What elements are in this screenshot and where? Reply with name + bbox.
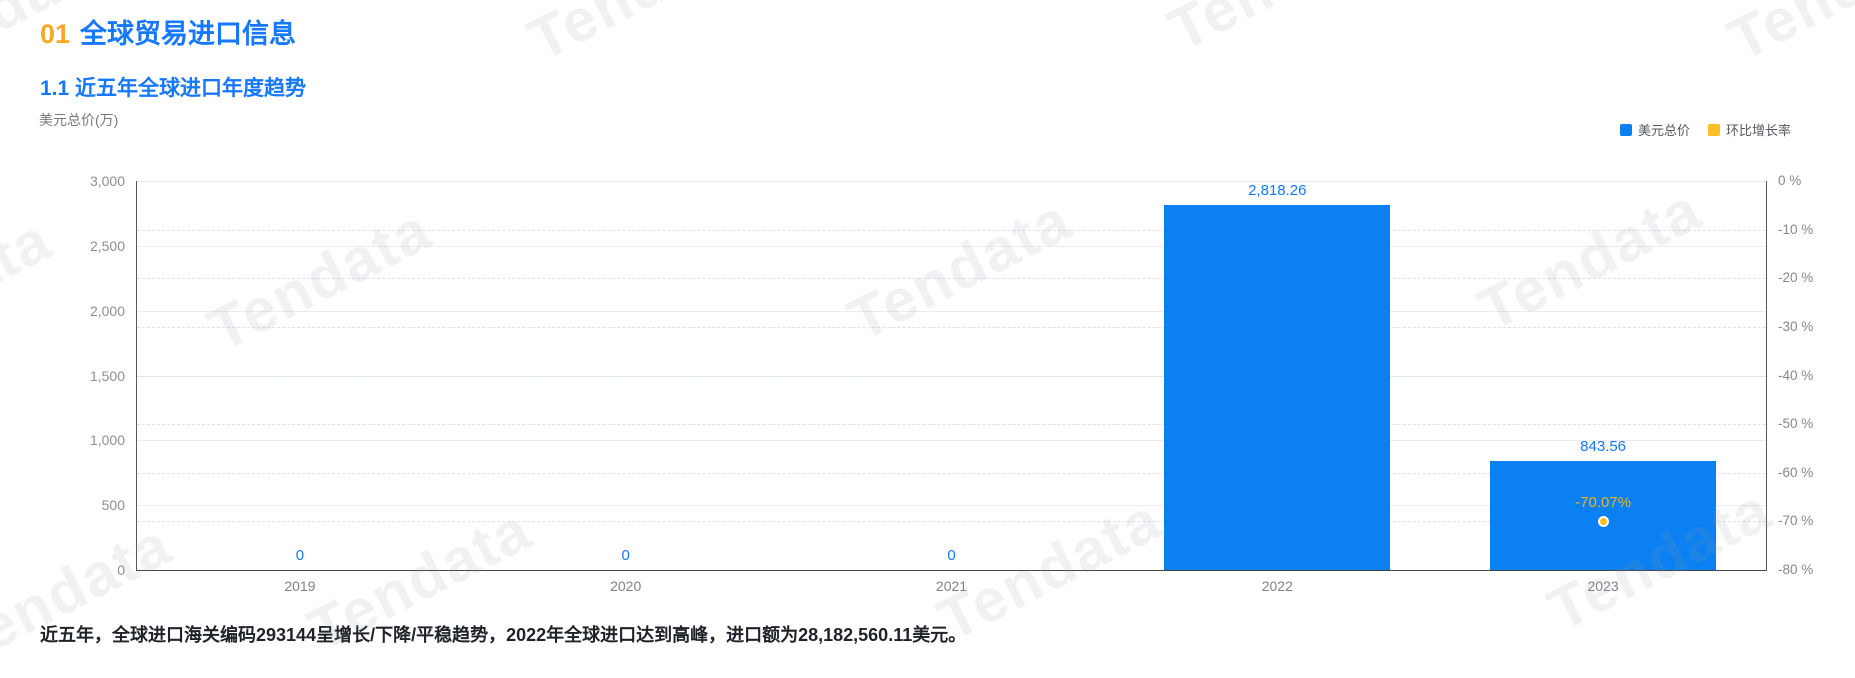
bar-value-label: 2,818.26	[1248, 181, 1307, 199]
gridline-dashed	[137, 521, 1766, 523]
y-left-tick-label: 0	[117, 562, 125, 578]
y-right-tick-label: -50 %	[1778, 416, 1814, 432]
y-right-tick-label: -80 %	[1778, 562, 1814, 577]
x-axis-label: 2020	[610, 578, 642, 594]
legend-swatch-icon	[1707, 123, 1720, 136]
summary-caption: 近五年，全球进口海关编码293144呈增长/下降/平稳趋势，2022年全球进口达…	[40, 625, 967, 645]
x-axis-label: 2023	[1587, 578, 1619, 594]
gridline-dashed	[137, 229, 1766, 231]
growth-rate-label: -70.07%	[1575, 493, 1632, 511]
y-axis-title: 美元总价(万)	[39, 112, 119, 128]
legend-label: 美元总价	[1637, 123, 1690, 138]
tendata-watermark: Tendata	[1717, 0, 1855, 75]
gridline-solid	[137, 310, 1766, 312]
growth-rate-point[interactable]	[1597, 516, 1609, 528]
gridline-solid	[137, 181, 1766, 182]
y-left-tick-label: 3,000	[89, 173, 125, 189]
x-axis-label: 2021	[935, 578, 968, 594]
legend-item-bar-series[interactable]: 美元总价	[1619, 120, 1690, 139]
bar-value-label: 843.56	[1580, 437, 1627, 455]
y-left-tick-label: 500	[101, 497, 125, 514]
gridline-solid	[137, 505, 1766, 507]
gridline-dashed	[137, 326, 1766, 328]
y-left-tick-label: 1,000	[89, 432, 125, 449]
y-left-tick-label: 1,500	[89, 367, 125, 384]
y-left-tick-label: 2,000	[89, 302, 125, 319]
legend-item-rate-series[interactable]: 环比增长率	[1707, 120, 1791, 139]
x-axis-label: 2019	[284, 578, 316, 594]
y-right-tick-label: -60 %	[1778, 464, 1814, 480]
bar-value-label: 0	[947, 547, 956, 564]
section-title: 全球贸易进口信息	[80, 19, 297, 49]
tendata-watermark: Tendata	[1157, 0, 1402, 65]
y-right-tick-label: -20 %	[1778, 270, 1814, 286]
gridline-dashed	[137, 278, 1766, 280]
gridline-dashed	[137, 375, 1766, 377]
bar-value-label: 0	[295, 547, 305, 564]
y-left-tick-label: 2,500	[89, 237, 125, 254]
gridline-dashed	[137, 472, 1766, 474]
bar-2023[interactable]	[1490, 460, 1717, 570]
y-right-tick-label: -10 %	[1778, 221, 1814, 237]
bar-2022[interactable]	[1164, 204, 1391, 570]
tendata-watermark: Tendata	[517, 0, 762, 75]
subsection-title: 1.1 近五年全球进口年度趋势	[40, 77, 307, 100]
section-number: 01	[40, 19, 71, 49]
y-right-tick-label: 0 %	[1778, 173, 1802, 188]
gridline-dashed	[137, 424, 1766, 426]
x-axis-label: 2022	[1261, 578, 1293, 594]
y-right-tick-label: -40 %	[1778, 367, 1814, 383]
tendata-watermark: Tendata	[0, 205, 62, 374]
y-right-tick-label: -70 %	[1778, 513, 1814, 529]
y-right-tick-label: -30 %	[1778, 318, 1814, 334]
chart-legend: 美元总价 环比增长率	[1619, 120, 1791, 139]
legend-label: 环比增长率	[1725, 123, 1791, 138]
legend-swatch-icon	[1619, 123, 1632, 136]
gridline-solid	[137, 245, 1766, 247]
chart-plot-area: 3,000 2,500 2,000 1,500 1,000 500 0 0 % -10 % -20…	[90, 173, 1813, 594]
section-header: 01 全球贸易进口信息	[40, 12, 296, 51]
gridline-solid	[137, 440, 1766, 442]
bar-value-label: 0	[621, 547, 630, 564]
